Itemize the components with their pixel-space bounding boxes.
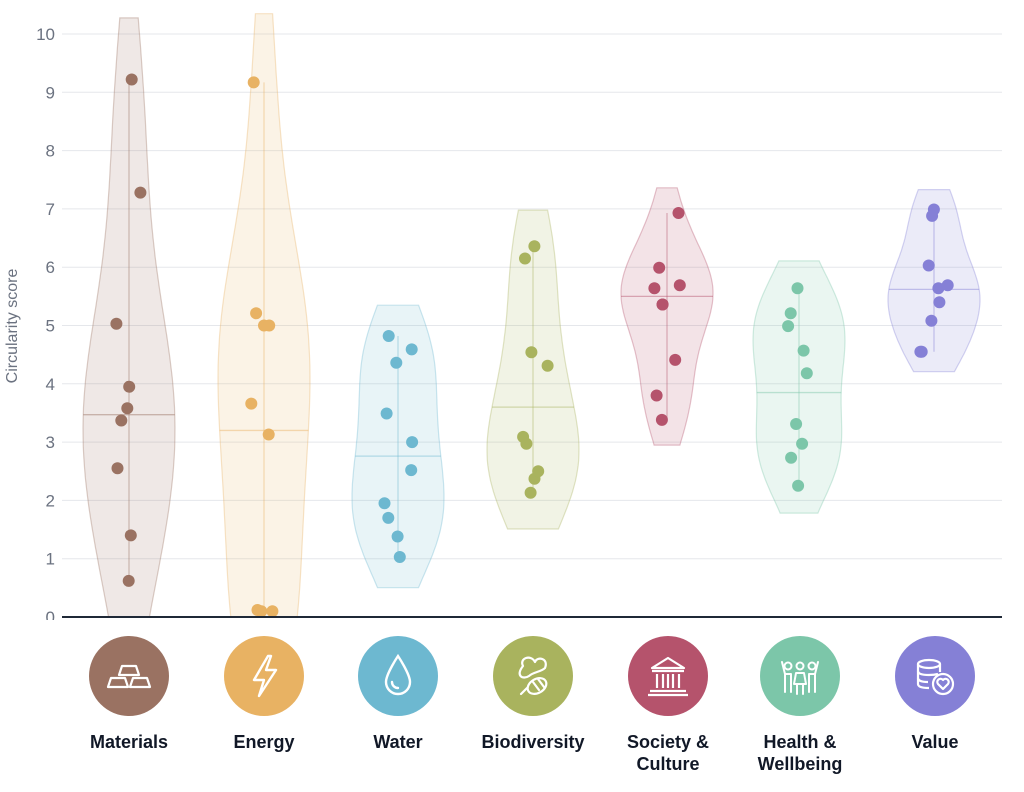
data-point — [390, 356, 403, 369]
data-point — [933, 296, 946, 309]
data-point — [266, 605, 279, 618]
category-label-society-culture: Society & Culture — [593, 731, 743, 775]
people-icon — [760, 636, 840, 716]
violin-chart: 0 1 2 3 4 5 6 7 8 9 10 Circularity score — [4, 13, 1002, 620]
data-point — [382, 511, 395, 524]
y-tick-label: 1 — [46, 550, 55, 569]
data-point — [791, 282, 804, 295]
data-point — [245, 397, 258, 410]
data-point — [517, 430, 530, 443]
category-label-energy: Energy — [233, 732, 295, 752]
data-point — [250, 307, 263, 320]
gold-bars-icon — [89, 636, 169, 716]
category-label-line-2: Wellbeing — [757, 754, 843, 774]
data-point — [111, 462, 124, 475]
data-point — [393, 551, 406, 563]
data-point — [525, 346, 538, 359]
category-label-line-1: Health & — [763, 732, 837, 752]
y-tick-label: 8 — [46, 142, 55, 161]
violin-shape — [887, 189, 981, 373]
database-heart-icon — [895, 636, 975, 716]
data-point — [262, 428, 275, 441]
y-tick-label: 6 — [46, 258, 55, 277]
data-point — [519, 252, 531, 265]
y-tick-label: 9 — [46, 83, 55, 102]
data-point — [656, 298, 669, 311]
violin-shape — [620, 187, 714, 446]
data-point — [382, 330, 395, 342]
data-point — [110, 317, 123, 330]
data-point — [653, 261, 666, 274]
y-tick-label: 2 — [46, 491, 55, 510]
data-point — [406, 436, 419, 449]
y-tick-label: 10 — [36, 25, 55, 44]
data-point — [914, 345, 927, 358]
data-point — [524, 486, 537, 499]
data-point — [669, 353, 682, 366]
category-label-materials: Materials — [89, 732, 169, 752]
data-point — [405, 343, 418, 356]
y-tick-label: 0 — [46, 608, 55, 620]
data-point — [932, 282, 945, 295]
data-point — [784, 307, 797, 320]
point-layer — [110, 73, 954, 618]
data-point — [121, 402, 134, 415]
violin-shape — [82, 17, 176, 618]
data-point — [782, 320, 795, 333]
data-point — [122, 574, 135, 587]
violin-layer — [82, 13, 981, 618]
data-point — [922, 259, 935, 272]
data-point — [800, 367, 813, 380]
category-label-line-2: Culture — [636, 754, 700, 774]
category-label-health-wellbeing: Health & Wellbeing — [725, 731, 875, 775]
building-icon — [628, 636, 708, 716]
data-point — [648, 282, 661, 295]
data-point — [541, 359, 554, 372]
y-axis-label: Circularity score — [4, 269, 21, 384]
data-point — [941, 279, 954, 292]
data-point — [134, 186, 147, 199]
y-tick-label: 3 — [46, 433, 55, 452]
data-point — [655, 413, 668, 426]
data-point — [391, 530, 404, 543]
data-point — [125, 73, 138, 86]
data-point — [380, 407, 393, 420]
category-label-line-1: Society & — [626, 732, 710, 752]
data-point — [532, 465, 545, 478]
data-point — [672, 207, 685, 219]
category-label-water: Water — [373, 732, 423, 752]
bee-icon — [493, 636, 573, 716]
data-point — [785, 451, 798, 464]
data-point — [673, 279, 686, 292]
category-label-value: Value — [911, 732, 959, 752]
data-point — [528, 240, 541, 253]
category-label-biodiversity: Biodiversity — [481, 732, 585, 752]
data-point — [796, 437, 809, 450]
water-drop-icon — [358, 636, 438, 716]
grid-layer: 0 1 2 3 4 5 6 7 8 9 10 — [36, 25, 1002, 620]
data-point — [925, 314, 938, 327]
data-point — [790, 418, 803, 430]
data-point — [927, 203, 940, 216]
violin-shape — [752, 260, 846, 514]
data-point — [247, 76, 260, 89]
data-point — [115, 414, 128, 427]
violin-shape — [486, 209, 580, 530]
violin-shape — [217, 13, 311, 618]
data-point — [650, 389, 663, 402]
data-point — [405, 464, 418, 477]
lightning-icon — [224, 636, 304, 716]
violin-shape — [351, 304, 445, 589]
data-point — [378, 497, 391, 510]
y-tick-label: 7 — [46, 200, 55, 219]
data-point — [123, 380, 136, 393]
data-point — [797, 344, 810, 357]
data-point — [792, 479, 805, 492]
data-point — [251, 604, 264, 616]
data-point — [124, 529, 137, 542]
y-tick-label: 4 — [46, 375, 55, 394]
data-point — [263, 319, 276, 332]
y-tick-label: 5 — [46, 317, 55, 336]
